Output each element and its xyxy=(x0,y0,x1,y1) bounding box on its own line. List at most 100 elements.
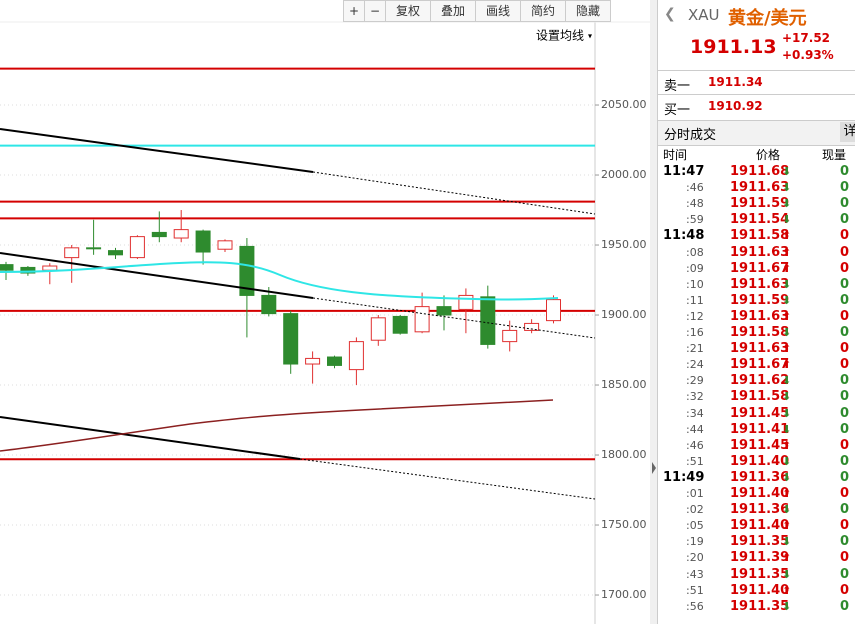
ask-label: 卖一 xyxy=(664,79,691,94)
trade-time: :32 xyxy=(686,390,704,404)
toolbar-button[interactable]: 叠加 xyxy=(430,0,476,22)
trade-row: 11:49 1911.36 ⬇ 0 xyxy=(658,470,855,486)
trade-volume: 0 xyxy=(840,164,850,179)
trade-volume: 0 xyxy=(840,196,850,212)
trade-price: 1911.45 xyxy=(730,437,790,453)
trend-line xyxy=(0,252,314,299)
trade-time: :02 xyxy=(686,503,704,517)
candle-body xyxy=(546,299,561,322)
trade-time: :43 xyxy=(686,567,704,581)
candle-body xyxy=(348,341,364,371)
trade-arrow: ⬇ xyxy=(782,165,792,178)
trade-time: :21 xyxy=(686,342,704,356)
trade-price: 1911.67 xyxy=(730,260,790,276)
trade-price: 1911.59 xyxy=(730,292,790,308)
trade-price: 1911.63 xyxy=(730,180,790,196)
trend-line-ext xyxy=(312,171,596,215)
trade-time: :24 xyxy=(686,358,704,372)
trade-volume: 0 xyxy=(840,244,850,260)
trade-volume: 0 xyxy=(840,453,850,469)
toolbar-button[interactable]: + xyxy=(343,0,365,22)
trade-volume: 0 xyxy=(840,502,850,518)
trade-price: 1911.40 xyxy=(730,582,790,598)
candle-body xyxy=(239,245,255,296)
trade-row: :59 1911.54 ⬇ 0 xyxy=(658,212,855,228)
trade-volume: 0 xyxy=(840,405,850,421)
trade-arrow: ⬇ xyxy=(782,470,792,484)
trade-price: 1911.58 xyxy=(730,228,790,244)
trade-arrow: ⬇ xyxy=(782,293,792,307)
trade-time: :01 xyxy=(686,487,704,500)
trade-volume: 0 xyxy=(840,566,850,582)
back-arrow[interactable]: ❮ xyxy=(664,6,676,22)
candle-body xyxy=(502,329,518,343)
trade-volume: 0 xyxy=(840,389,850,405)
trade-volume: 0 xyxy=(840,212,850,228)
trade-time: :51 xyxy=(686,583,704,597)
chart-bg xyxy=(0,0,650,624)
splitter[interactable] xyxy=(650,0,657,624)
header-volume: 现量 xyxy=(822,148,847,162)
toolbar-button[interactable]: 复权 xyxy=(385,0,431,22)
trade-arrow: ⬇ xyxy=(782,197,792,211)
trade-arrow: ⬇ xyxy=(782,181,792,195)
toolbar-button[interactable]: − xyxy=(364,0,386,22)
toolbar-button[interactable]: 隐藏 xyxy=(565,0,611,22)
trade-volume: 0 xyxy=(840,550,850,566)
trade-row: :48 1911.59 ⬇ 0 xyxy=(658,196,855,212)
trade-price: 1911.40 xyxy=(730,453,790,469)
candle-body xyxy=(217,240,233,250)
candle-body xyxy=(195,230,211,253)
y-tick-label: 1800.00 xyxy=(601,448,647,461)
trade-time: :29 xyxy=(686,374,704,388)
trade-time: :46 xyxy=(686,438,704,452)
trade-volume: 0 xyxy=(840,325,850,340)
candle-body xyxy=(20,266,36,274)
y-tick-label: 2050.00 xyxy=(601,98,647,111)
y-tick-label: 1900.00 xyxy=(601,308,647,321)
header-time: 时间 xyxy=(663,148,688,162)
trade-arrow: ⬆ xyxy=(782,358,792,372)
trade-time: :10 xyxy=(686,277,704,291)
trade-volume: 0 xyxy=(840,469,850,485)
candle-body xyxy=(0,264,14,271)
dropdown-caret: ▾ xyxy=(588,32,592,41)
trade-time: :56 xyxy=(686,599,704,613)
trade-arrow: ⬇ xyxy=(782,326,792,339)
toolbar-button[interactable]: 画线 xyxy=(475,0,521,22)
candle-body xyxy=(305,357,321,365)
trade-arrow: ⬇ xyxy=(782,599,792,613)
trade-arrow: ⬇ xyxy=(782,422,792,436)
trade-time: :19 xyxy=(686,535,704,549)
instrument-name: 黄金/美元 xyxy=(728,8,807,29)
splitter-arrow[interactable] xyxy=(652,462,656,474)
trade-time: 11:47 xyxy=(663,164,705,179)
trade-time: :16 xyxy=(686,326,704,339)
trade-time: :44 xyxy=(686,422,704,436)
ma-line xyxy=(0,399,554,452)
candle-body xyxy=(151,231,167,238)
trade-row: :19 1911.35 ⬇ 0 xyxy=(658,534,855,550)
candle-body xyxy=(283,313,299,365)
trade-price: 1911.39 xyxy=(730,550,790,566)
bid-price: 1910.92 xyxy=(708,99,763,113)
trade-arrow: ⬆ xyxy=(782,245,792,259)
trade-time: :48 xyxy=(686,197,704,211)
trade-row: :44 1911.41 ⬇ 0 xyxy=(658,422,855,438)
trade-time: 11:49 xyxy=(663,469,705,485)
trade-volume: 0 xyxy=(840,292,850,308)
trade-volume: 0 xyxy=(840,518,850,534)
toolbar-button[interactable]: 简约 xyxy=(520,0,566,22)
ma-line xyxy=(0,261,559,301)
trade-price: 1911.45 xyxy=(730,405,790,421)
trade-row: :24 1911.67 ⬆ 0 xyxy=(658,357,855,373)
y-tick-label: 1750.00 xyxy=(601,518,647,531)
trade-arrow: ⬆ xyxy=(782,551,792,565)
trade-row: :05 1911.40 ⬆ 0 xyxy=(658,518,855,534)
ma-setting[interactable]: 设置均线 xyxy=(536,29,584,43)
trade-row: :51 1911.40 ⬆ 0 xyxy=(658,583,855,599)
detail-button[interactable]: 详 xyxy=(840,122,855,142)
quote-panel: ❮ XAU 黄金/美元 1911.13 +17.52 +0.93% 卖一 191… xyxy=(657,0,855,624)
trade-arrow: ⬆ xyxy=(782,583,792,597)
candle-body xyxy=(108,250,123,256)
